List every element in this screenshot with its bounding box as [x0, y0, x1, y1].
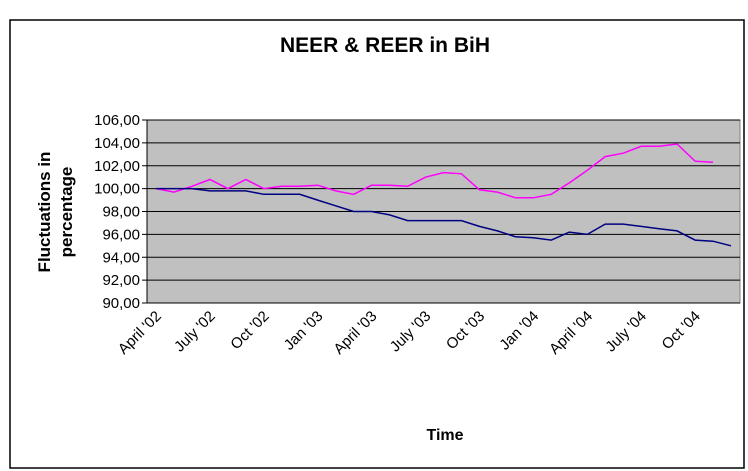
y-tick-label: 98,00: [102, 204, 140, 221]
y-tick-label: 106,00: [94, 112, 140, 129]
chart-title: NEER & REER in BiH: [280, 34, 490, 57]
series-line: [156, 187, 732, 247]
y-tick-label: 90,00: [102, 295, 140, 312]
y-tick-label: 100,00: [94, 181, 140, 198]
y-axis-title-line: percentage: [57, 167, 76, 258]
series-line: [155, 143, 714, 199]
y-tick-label: 104,00: [94, 135, 140, 152]
y-tick-label: 102,00: [94, 158, 140, 175]
y-tick-label: 92,00: [102, 272, 140, 289]
x-axis-title: Time: [426, 427, 463, 444]
y-axis-title: Fluctuations in percentage: [35, 152, 76, 273]
y-tick-label: 96,00: [102, 226, 140, 243]
y-tick-label: 94,00: [102, 249, 140, 266]
y-axis-title-line: Fluctuations in: [35, 152, 54, 273]
